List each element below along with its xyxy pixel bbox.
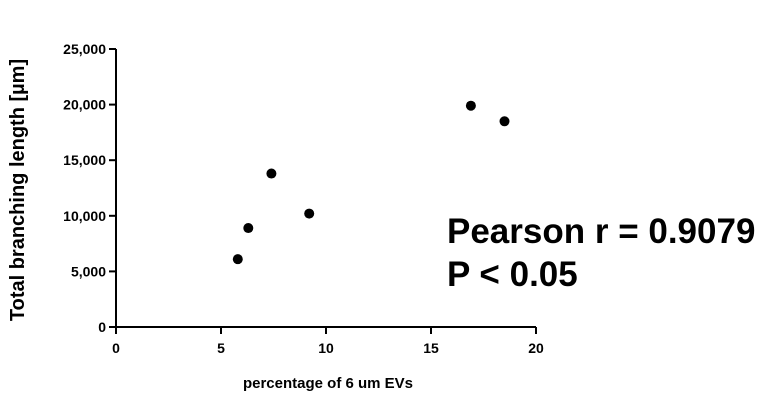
x-tick-label: 0 [112,340,120,356]
data-point [499,116,510,127]
y-tick-label: 25,000 [63,41,106,57]
p-value-annotation: P < 0.05 [447,255,578,294]
pearson-annotation: Pearson r = 0.9079 [447,212,755,251]
x-tick-label: 10 [318,340,334,356]
x-tick-label: 20 [528,340,544,356]
ticks-layer: 0 5,000 10,000 15,000 20,000 25,000 0 5 10 15 20 [63,41,544,356]
y-axis-title: Total branching length [µm] [7,59,29,321]
y-tick-label: 10,000 [63,208,106,224]
data-point [465,100,476,111]
y-tick-label: 20,000 [63,97,106,113]
y-tick-label: 0 [98,319,106,335]
y-tick-label: 15,000 [63,152,106,168]
data-point [304,208,315,219]
data-point [232,254,243,265]
y-tick-label: 5,000 [71,263,106,279]
x-tick-label: 15 [423,340,439,356]
data-point [243,223,254,234]
x-axis-title: percentage of 6 um EVs [243,375,413,392]
points-layer [232,100,510,265]
data-point [266,168,277,179]
x-tick-label: 5 [217,340,225,356]
